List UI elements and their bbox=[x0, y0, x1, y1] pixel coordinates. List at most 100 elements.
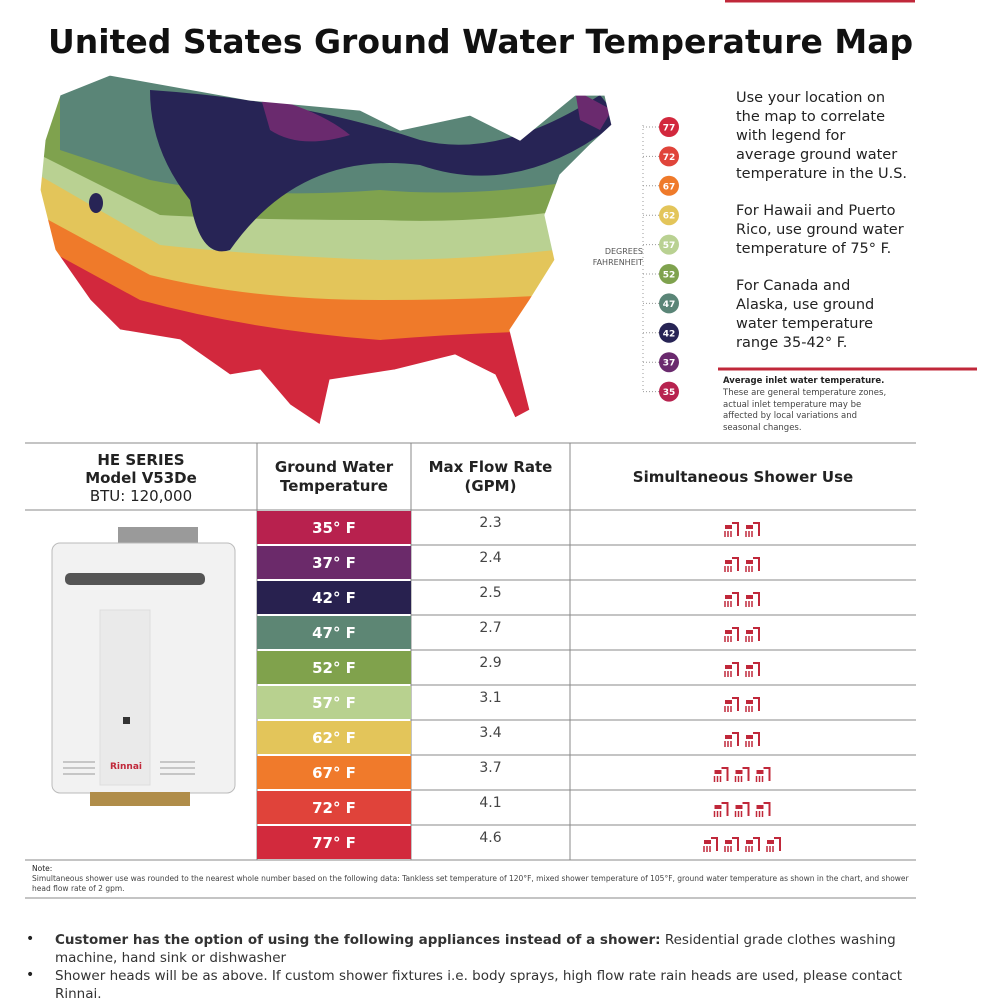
shower-head bbox=[725, 840, 732, 844]
shower-icon bbox=[703, 837, 718, 852]
temperature-cell bbox=[257, 581, 411, 614]
intro-text: For Hawaii and Puerto bbox=[736, 203, 896, 219]
shower-pipe bbox=[753, 592, 760, 594]
intro-text: temperature of 75° F. bbox=[736, 241, 892, 257]
shower-icon bbox=[724, 837, 739, 852]
shower-pipe bbox=[742, 767, 750, 769]
legend-value: 47 bbox=[663, 300, 676, 310]
legend-value: 72 bbox=[663, 153, 676, 163]
shower-arm bbox=[737, 557, 739, 571]
shower-icon bbox=[713, 767, 729, 782]
legend-swatch bbox=[659, 322, 679, 343]
legend-swatch bbox=[659, 175, 679, 196]
legend-value: 77 bbox=[663, 124, 676, 134]
shower-head bbox=[746, 560, 753, 564]
bullet-text: Residential grade clothes washing machin… bbox=[55, 932, 896, 966]
shower-head bbox=[725, 735, 732, 739]
model-text: HE SERIES bbox=[97, 451, 185, 469]
shower-head bbox=[746, 525, 753, 529]
shower-pipe bbox=[732, 592, 739, 594]
shower-pipe bbox=[711, 837, 718, 839]
shower-arm bbox=[758, 627, 760, 641]
legend-value: 57 bbox=[663, 241, 676, 251]
shower-pipe bbox=[721, 767, 729, 769]
flow-rate: 4.6 bbox=[479, 830, 502, 846]
flow-rate: 2.7 bbox=[479, 620, 502, 636]
shower-arm bbox=[747, 767, 750, 781]
bullet-bold: Customer has the option of using the fol… bbox=[55, 932, 661, 948]
intro-text: For Canada and bbox=[736, 278, 851, 294]
temperature: 62° F bbox=[312, 729, 356, 747]
shower-icon bbox=[745, 732, 760, 747]
shower-arm bbox=[737, 522, 739, 536]
bullet: Shower heads will be as above. If custom… bbox=[55, 967, 925, 1000]
legend-label: DEGREES bbox=[604, 247, 643, 256]
shower-icon bbox=[745, 837, 760, 852]
title: United States Ground Water Temperature M… bbox=[48, 22, 914, 61]
note-text: Simultaneous shower use was rounded to t… bbox=[32, 874, 909, 893]
legend-swatch bbox=[659, 146, 679, 167]
shower-head bbox=[746, 840, 753, 844]
column-header: (GPM) bbox=[464, 477, 517, 495]
temperature: 77° F bbox=[312, 834, 356, 852]
temperature: 42° F bbox=[312, 589, 356, 607]
column-header: Max Flow Rate bbox=[428, 458, 553, 476]
intro-text: water temperature bbox=[736, 316, 874, 332]
shower-arm bbox=[716, 837, 718, 851]
shower-head bbox=[767, 840, 774, 844]
map-outline bbox=[39, 74, 613, 426]
flow-rate: 2.3 bbox=[479, 515, 502, 531]
temperature: 35° F bbox=[312, 519, 356, 537]
bullet-text: Shower heads will be as above. If custom… bbox=[55, 968, 903, 1000]
shower-icon bbox=[745, 557, 760, 572]
shower-pipe bbox=[753, 627, 760, 629]
shower-head bbox=[725, 525, 732, 529]
intro-text: Alaska, use ground bbox=[736, 297, 875, 313]
shower-head bbox=[725, 595, 732, 599]
shower-head bbox=[704, 840, 711, 844]
shower-arm bbox=[758, 557, 760, 571]
note-title: Note: bbox=[32, 864, 53, 873]
shower-pipe bbox=[742, 802, 750, 804]
legend-swatch bbox=[659, 352, 679, 373]
shower-icon bbox=[724, 662, 739, 677]
shower-icon bbox=[745, 522, 760, 537]
shower-icon bbox=[724, 697, 739, 712]
disclaimer-text: seasonal changes. bbox=[723, 422, 802, 433]
shower-arm bbox=[737, 732, 739, 746]
shower-pipe bbox=[732, 732, 739, 734]
temperature-cell bbox=[257, 791, 411, 824]
temperature-cell bbox=[257, 826, 411, 859]
shower-pipe bbox=[763, 802, 771, 804]
temperature: 72° F bbox=[312, 799, 356, 817]
shower-icon bbox=[745, 627, 760, 642]
legend-value: 52 bbox=[663, 271, 676, 281]
shower-pipe bbox=[753, 697, 760, 699]
shower-arm bbox=[737, 662, 739, 676]
shower-pipe bbox=[753, 662, 760, 664]
shower-head bbox=[725, 700, 732, 704]
flow-rate: 2.9 bbox=[479, 655, 502, 671]
intro-text: range 35-42° F. bbox=[736, 335, 848, 351]
shower-head bbox=[746, 665, 753, 669]
shower-icon bbox=[724, 732, 739, 747]
temperature: 57° F bbox=[312, 694, 356, 712]
legend-swatch bbox=[659, 264, 679, 284]
shower-arm bbox=[758, 662, 760, 676]
shower-pipe bbox=[732, 662, 739, 664]
shower-icon bbox=[755, 767, 771, 782]
column-header: Ground Water bbox=[274, 458, 394, 476]
legend-value: 62 bbox=[663, 212, 676, 222]
shower-icon bbox=[745, 697, 760, 712]
legend-value: 67 bbox=[663, 182, 676, 192]
shower-pipe bbox=[753, 557, 760, 559]
temperature-cell bbox=[257, 616, 411, 649]
column-header: Simultaneous Shower Use bbox=[632, 467, 854, 486]
legend-swatch bbox=[659, 293, 679, 314]
shower-pipe bbox=[763, 767, 771, 769]
shower-head bbox=[756, 770, 764, 774]
shower-arm bbox=[758, 592, 760, 606]
shower-arm bbox=[737, 592, 739, 606]
intro-text: temperature in the U.S. bbox=[736, 166, 908, 182]
